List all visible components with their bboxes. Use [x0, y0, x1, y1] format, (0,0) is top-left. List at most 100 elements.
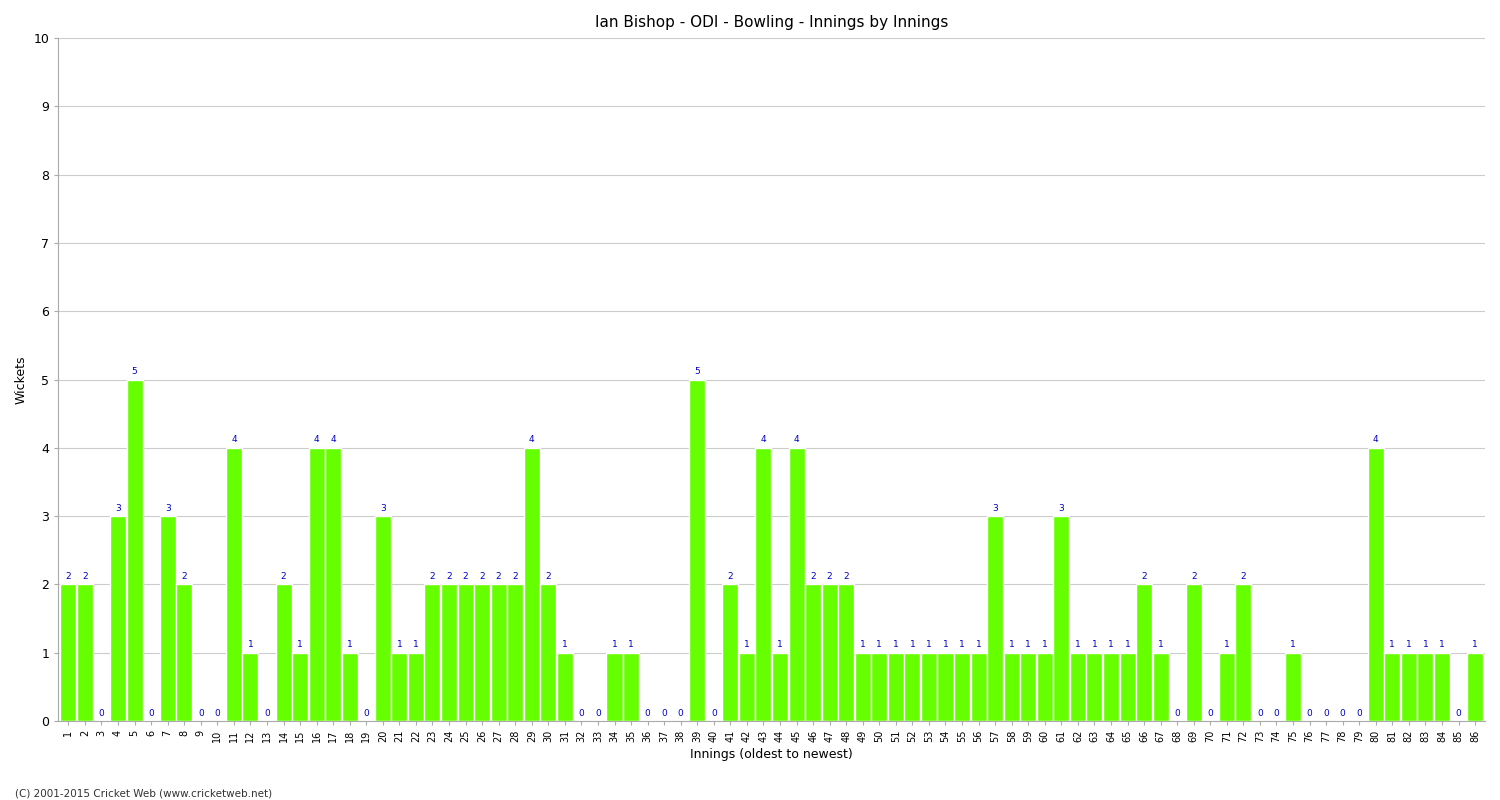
Bar [126, 379, 142, 721]
Bar [474, 584, 490, 721]
Bar [276, 584, 291, 721]
Bar [1185, 584, 1202, 721]
Text: 2: 2 [1191, 572, 1197, 581]
Bar [1102, 653, 1119, 721]
Text: 2: 2 [480, 572, 484, 581]
Text: 2: 2 [728, 572, 734, 581]
Bar [970, 653, 987, 721]
Text: 0: 0 [214, 709, 220, 718]
Text: 4: 4 [530, 435, 534, 444]
Text: 2: 2 [810, 572, 816, 581]
Bar [1236, 584, 1251, 721]
Text: 1: 1 [1406, 640, 1411, 650]
Bar [688, 379, 705, 721]
Text: 4: 4 [231, 435, 237, 444]
Text: 3: 3 [165, 504, 171, 513]
Bar [309, 448, 324, 721]
Text: 1: 1 [346, 640, 352, 650]
Text: 1: 1 [909, 640, 915, 650]
Text: 0: 0 [198, 709, 204, 718]
Bar [1053, 516, 1070, 721]
Text: 1: 1 [248, 640, 254, 650]
Bar [1136, 584, 1152, 721]
Bar [392, 653, 408, 721]
Text: 0: 0 [579, 709, 585, 718]
Bar [606, 653, 622, 721]
Text: 0: 0 [1323, 709, 1329, 718]
Bar [408, 653, 424, 721]
Bar [622, 653, 639, 721]
Bar [159, 516, 176, 721]
Bar [490, 584, 507, 721]
Bar [60, 584, 76, 721]
Bar [921, 653, 938, 721]
Text: 3: 3 [1059, 504, 1064, 513]
Text: 1: 1 [1010, 640, 1014, 650]
Bar [987, 516, 1004, 721]
Bar [740, 653, 754, 721]
Text: 2: 2 [182, 572, 188, 581]
Text: 2: 2 [513, 572, 517, 581]
Text: 0: 0 [1208, 709, 1214, 718]
Bar [1434, 653, 1450, 721]
Text: 1: 1 [1438, 640, 1444, 650]
Bar [540, 584, 556, 721]
Text: 5: 5 [694, 367, 700, 376]
Text: 1: 1 [1125, 640, 1131, 650]
Text: 2: 2 [1240, 572, 1246, 581]
Text: 0: 0 [1174, 709, 1180, 718]
Bar [756, 448, 771, 721]
Text: 0: 0 [1306, 709, 1312, 718]
Text: 2: 2 [446, 572, 452, 581]
Bar [76, 584, 93, 721]
Bar [292, 653, 308, 721]
Text: 4: 4 [1372, 435, 1378, 444]
Bar [556, 653, 573, 721]
Text: 4: 4 [794, 435, 800, 444]
Text: 3: 3 [993, 504, 998, 513]
Bar [424, 584, 441, 721]
Bar [326, 448, 340, 721]
Bar [1401, 653, 1417, 721]
Text: 2: 2 [464, 572, 468, 581]
Text: (C) 2001-2015 Cricket Web (www.cricketweb.net): (C) 2001-2015 Cricket Web (www.cricketwe… [15, 788, 272, 798]
Bar [375, 516, 392, 721]
Text: 1: 1 [744, 640, 750, 650]
Bar [822, 584, 837, 721]
Text: 1: 1 [1290, 640, 1296, 650]
Text: 0: 0 [1455, 709, 1461, 718]
Text: 2: 2 [66, 572, 70, 581]
Bar [243, 653, 258, 721]
Text: 1: 1 [1224, 640, 1230, 650]
Bar [1152, 653, 1168, 721]
Text: 1: 1 [1026, 640, 1030, 650]
Text: 1: 1 [777, 640, 783, 650]
Text: 0: 0 [1257, 709, 1263, 718]
Text: 2: 2 [1142, 572, 1148, 581]
Text: 0: 0 [99, 709, 105, 718]
Bar [806, 584, 820, 721]
Bar [839, 584, 854, 721]
Text: 0: 0 [1340, 709, 1346, 718]
Text: 1: 1 [396, 640, 402, 650]
Text: 2: 2 [496, 572, 501, 581]
Text: 0: 0 [711, 709, 717, 718]
Text: 1: 1 [942, 640, 948, 650]
Bar [1036, 653, 1053, 721]
Text: 1: 1 [1042, 640, 1047, 650]
Text: 1: 1 [628, 640, 634, 650]
X-axis label: Innings (oldest to newest): Innings (oldest to newest) [690, 748, 853, 761]
Bar [723, 584, 738, 721]
Text: 4: 4 [314, 435, 320, 444]
Text: 1: 1 [1092, 640, 1098, 650]
Text: 0: 0 [596, 709, 602, 718]
Bar [507, 584, 524, 721]
Bar [954, 653, 970, 721]
Text: 1: 1 [612, 640, 618, 650]
Text: 0: 0 [264, 709, 270, 718]
Bar [1020, 653, 1036, 721]
Text: 1: 1 [1108, 640, 1114, 650]
Bar [1004, 653, 1020, 721]
Text: 0: 0 [363, 709, 369, 718]
Text: 2: 2 [429, 572, 435, 581]
